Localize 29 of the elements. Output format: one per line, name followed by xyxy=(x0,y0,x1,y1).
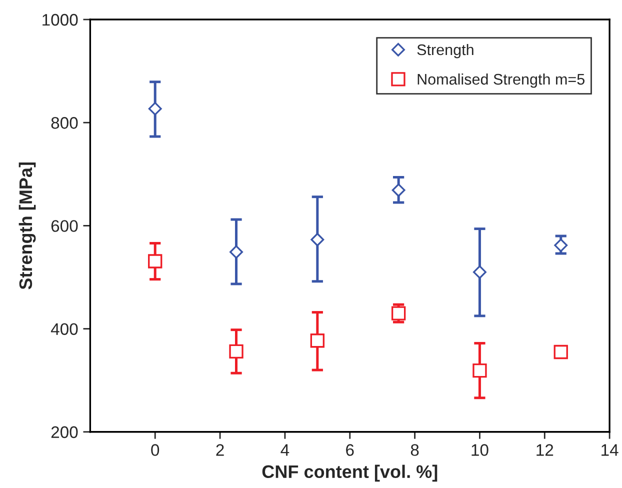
x-tick-label: 8 xyxy=(410,444,419,456)
point xyxy=(148,254,162,268)
x-tick-label: 2 xyxy=(216,444,224,456)
x-tick-label: 4 xyxy=(280,444,290,456)
x-tick-label: 14 xyxy=(602,444,618,456)
point xyxy=(148,102,162,116)
x-tick-label: 0 xyxy=(151,444,160,456)
point xyxy=(392,183,406,197)
y-tick-label: 800 xyxy=(51,117,78,129)
legend-label: Strength xyxy=(417,44,474,58)
y-tick-label: 600 xyxy=(51,220,78,232)
point xyxy=(230,245,243,259)
point xyxy=(472,363,487,378)
point xyxy=(391,306,406,320)
point xyxy=(472,265,486,279)
point xyxy=(554,238,568,252)
x-tick-label: 6 xyxy=(346,444,354,456)
x-tick-label: 10 xyxy=(472,444,488,456)
x-tick-label: 12 xyxy=(536,444,554,456)
point xyxy=(554,344,568,360)
y-axis-title: Strength [MPa] xyxy=(18,162,36,290)
point xyxy=(310,334,324,348)
y-tick-label: 400 xyxy=(50,323,78,335)
legend-label: Nomalised Strength m=5 xyxy=(418,73,584,88)
point xyxy=(310,232,324,246)
y-tick-label: 1000 xyxy=(42,14,78,26)
x-axis-title: CNF content [vol. %] xyxy=(262,464,438,482)
point xyxy=(229,344,244,359)
y-tick-label: 200 xyxy=(51,426,78,438)
